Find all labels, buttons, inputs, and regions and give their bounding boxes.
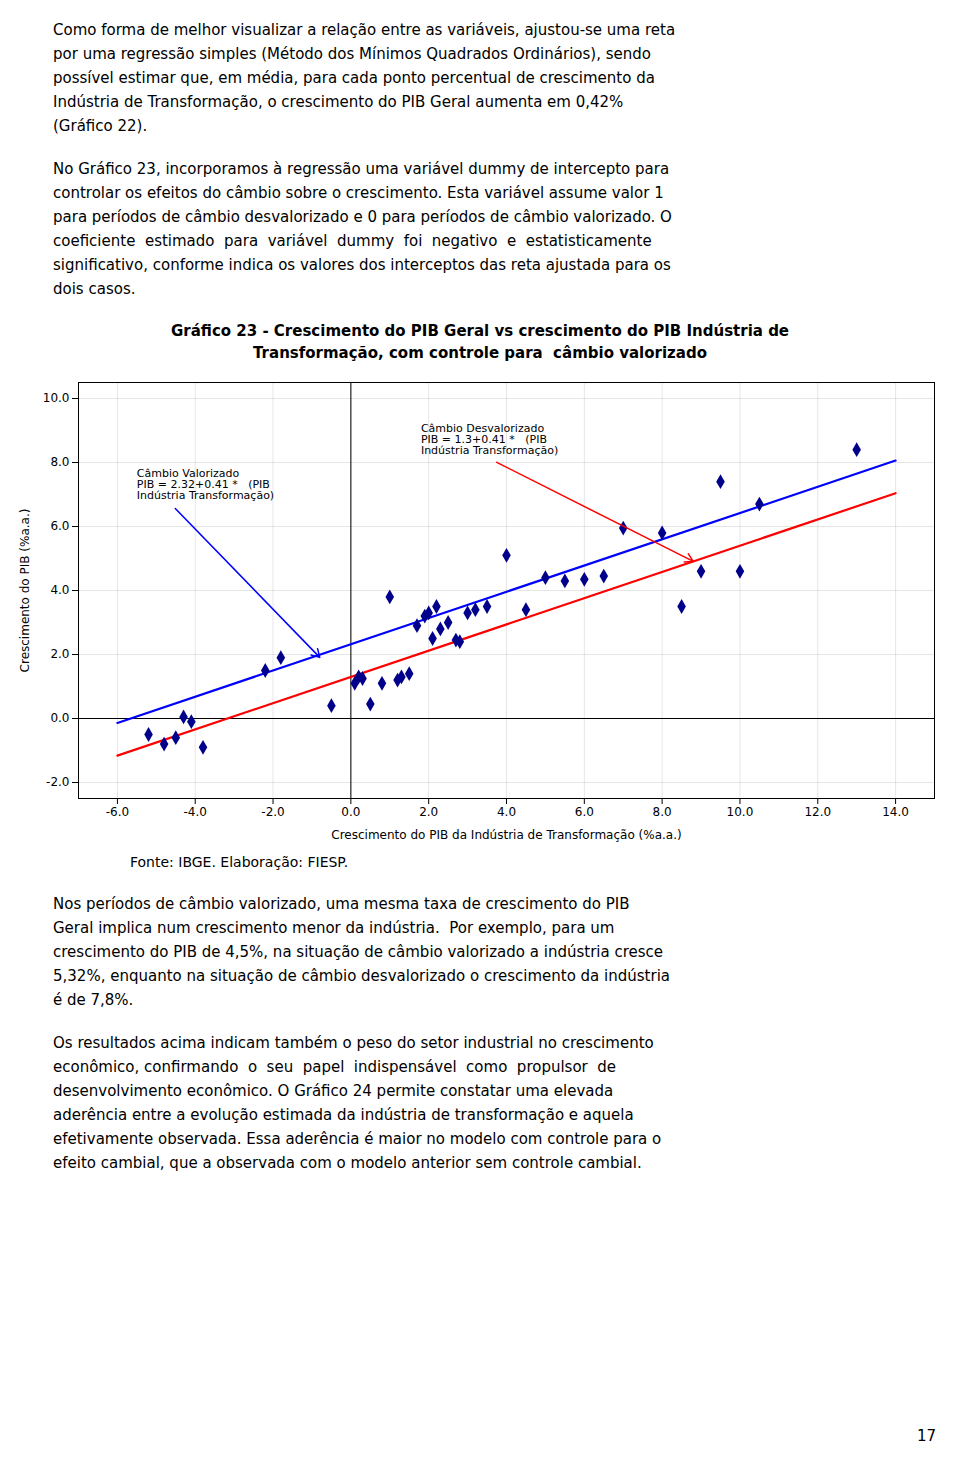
html-text:efeito cambial, que a observad: efeito cambial, que a observada com o mo… — [53, 1154, 642, 1172]
html-text:aderência entre a evolução est: aderência entre a evolução estimada da i… — [53, 1106, 634, 1124]
html-text:Nos períodos de câmbio valoriz: Nos períodos de câmbio valorizado, uma m… — [53, 895, 630, 913]
html-text:Como forma de melhor visualiza: Como forma de melhor visualizar a relaçã… — [53, 21, 676, 39]
svg-text:Câmbio ValorizadoPIB = 2.32+0.: Câmbio ValorizadoPIB = 2.32+0.41 * (PIBI… — [137, 467, 274, 502]
html-text:Transformação, com controle pa: Transformação, com controle para câmbio … — [253, 344, 707, 362]
svg-text:-4.0: -4.0 — [184, 805, 207, 819]
html-text:para períodos de câmbio desval: para períodos de câmbio desvalorizado e … — [53, 208, 672, 226]
svg-text:6.0: 6.0 — [50, 519, 69, 533]
html-text:controlar os efeitos do câmbio: controlar os efeitos do câmbio sobre o c… — [53, 184, 664, 202]
html-text:crescimento do PIB de 4,5%, na: crescimento do PIB de 4,5%, na situação … — [53, 943, 663, 961]
html-text:Os resultados acima indicam ta: Os resultados acima indicam também o pes… — [53, 1034, 654, 1052]
html-text:efetivamente observada. Essa a: efetivamente observada. Essa aderência é… — [53, 1130, 662, 1148]
html-text:dois casos.: dois casos. — [53, 280, 136, 298]
html-text:possível estimar que, em média: possível estimar que, em média, para cad… — [53, 69, 655, 87]
html-text:5,32%, enquanto na situação de: 5,32%, enquanto na situação de câmbio de… — [53, 967, 670, 985]
html-text:econômico, confirmando o seu p: econômico, confirmando o seu papel indis… — [53, 1058, 617, 1076]
svg-text:2.0: 2.0 — [419, 805, 438, 819]
svg-text:6.0: 6.0 — [575, 805, 594, 819]
svg-text:10.0: 10.0 — [727, 805, 754, 819]
svg-text:-2.0: -2.0 — [261, 805, 284, 819]
svg-text:14.0: 14.0 — [882, 805, 909, 819]
html-text:desenvolvimento econômico. O G: desenvolvimento econômico. O Gráfico 24 … — [53, 1082, 614, 1100]
html-text:significativo, conforme indica: significativo, conforme indica os valore… — [53, 256, 671, 274]
svg-text:-6.0: -6.0 — [106, 805, 129, 819]
svg-text:4.0: 4.0 — [50, 583, 69, 597]
svg-text:Crescimento do PIB da Indústri: Crescimento do PIB da Indústria de Trans… — [331, 828, 681, 842]
svg-text:2.0: 2.0 — [50, 647, 69, 661]
html-text:é de 7,8%.: é de 7,8%. — [53, 991, 134, 1009]
html-text:coeficiente estimado para vari: coeficiente estimado para variável dummy… — [53, 232, 652, 250]
html-text:Geral implica num crescimento: Geral implica num crescimento menor da i… — [53, 919, 615, 937]
html-text:17: 17 — [916, 1427, 936, 1445]
svg-text:-2.0: -2.0 — [46, 775, 69, 789]
svg-text:4.0: 4.0 — [497, 805, 516, 819]
svg-text:10.0: 10.0 — [43, 391, 70, 405]
svg-text:12.0: 12.0 — [804, 805, 831, 819]
html-text:Gráfico 23 - Crescimento do PI: Gráfico 23 - Crescimento do PIB Geral ​v… — [171, 322, 789, 340]
svg-text:0.0: 0.0 — [341, 805, 360, 819]
svg-text:Câmbio DesvalorizadoPIB = 1.3+: Câmbio DesvalorizadoPIB = 1.3+0.41 * (PI… — [421, 422, 558, 457]
html-text:por uma regressão simples (Mét: por uma regressão simples (Método dos Mí… — [53, 45, 651, 63]
html-text:Indústria de Transformação, o: Indústria de Transformação, o cresciment… — [53, 93, 624, 111]
svg-text:Crescimento do PIB (%a.a.): Crescimento do PIB (%a.a.) — [18, 509, 32, 673]
svg-text:8.0: 8.0 — [50, 455, 69, 469]
html-text:(Gráfico 22).: (Gráfico 22). — [53, 117, 148, 135]
html-text:No Gráfico 23, incorporamos à: No Gráfico 23, incorporamos à regressão … — [53, 160, 670, 178]
html-text:Fonte: IBGE. Elaboração: FIESP: Fonte: IBGE. Elaboração: FIESP. — [130, 854, 349, 870]
svg-text:0.0: 0.0 — [50, 711, 69, 725]
svg-text:8.0: 8.0 — [653, 805, 672, 819]
